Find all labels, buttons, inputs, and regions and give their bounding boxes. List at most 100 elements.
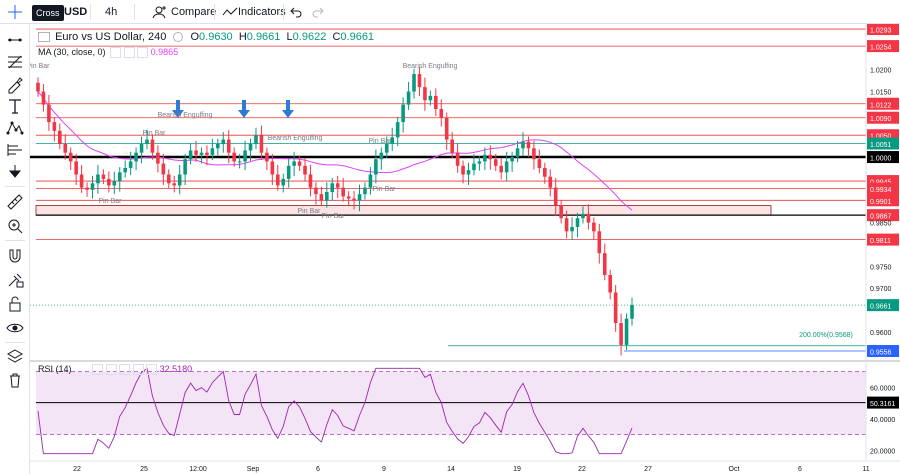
candle-body (363, 187, 367, 195)
candle-body (52, 122, 57, 131)
candle-body (608, 275, 613, 293)
eye-icon[interactable] (5, 318, 25, 338)
price-label: 0.9850 (870, 221, 892, 228)
rsi-axis-label: 20.0000 (870, 449, 895, 456)
trend-line-icon[interactable] (5, 30, 25, 50)
chart-annotation: Bearish Engulfing (268, 135, 323, 142)
price-label: 1.0000 (870, 156, 892, 163)
divider (5, 186, 25, 187)
time-label: 12:00 (189, 466, 207, 473)
candle-body (325, 192, 329, 201)
arrow-down-icon (282, 100, 294, 118)
candle-body (172, 183, 177, 186)
price-label-box (867, 209, 899, 222)
candle-body (248, 143, 253, 151)
rsi-value: 32.5180 (159, 364, 193, 374)
ma-visibility-icon[interactable] (110, 47, 122, 59)
symbol-label[interactable]: USD (64, 6, 88, 18)
price-label-box (867, 23, 899, 36)
candle-body (199, 152, 204, 155)
legend-title: Euro vs US Dollar, 240 (55, 31, 167, 43)
drawing-toolbar (0, 24, 30, 474)
legend-close-label: C (332, 31, 341, 43)
price-label: 1.0150 (870, 90, 892, 97)
candle-body (586, 213, 591, 223)
redo-icon[interactable] (311, 5, 325, 19)
candle-body (532, 148, 536, 160)
ma-label: MA (30, close, 0) (38, 47, 106, 57)
candle-body (439, 109, 444, 118)
chart-annotation: Bearish Engulfing (158, 112, 213, 119)
candle-body (564, 218, 569, 232)
price-label: 1.0051 (870, 142, 892, 149)
layers-icon[interactable] (5, 346, 25, 366)
candle-body (477, 161, 482, 164)
candle-body (150, 139, 155, 153)
lock-drawings-icon[interactable] (5, 270, 25, 290)
zoom-in-icon[interactable] (5, 216, 25, 236)
chart-background (30, 24, 866, 474)
ma-close-icon[interactable] (137, 47, 149, 59)
time-label: 11 (862, 466, 869, 473)
indicators-button[interactable]: Indicators (238, 6, 286, 18)
price-label: 1.0293 (870, 28, 892, 35)
rsi-label: RSI (14) (38, 364, 72, 374)
price-label-box (867, 345, 899, 358)
candle-body (74, 161, 78, 175)
brush-icon[interactable] (5, 74, 25, 94)
candle-body (117, 172, 122, 182)
compare-icon[interactable] (151, 5, 167, 19)
collapse-icon[interactable] (38, 32, 50, 43)
price-label: 1.0090 (870, 116, 892, 123)
chart-annotation: Pin Bar (99, 198, 123, 205)
candle-body (548, 176, 553, 188)
rsi-close-icon[interactable] (146, 364, 158, 376)
time-label: 6 (316, 466, 320, 473)
trash-icon[interactable] (5, 370, 25, 390)
rsi-visibility-icon[interactable] (92, 364, 104, 376)
chart-annotation: Pin Bar (369, 138, 393, 145)
candle-body (592, 222, 596, 232)
price-label: 1.0050 (870, 134, 892, 141)
time-label: 22 (578, 466, 586, 473)
candle-body (346, 196, 351, 199)
undo-icon[interactable] (289, 5, 303, 19)
lock-icon[interactable] (5, 294, 25, 314)
arrow-down-marker (282, 100, 294, 118)
candle-body (434, 95, 438, 109)
ma-settings-icon[interactable] (123, 47, 135, 59)
status-dot-icon (173, 32, 184, 43)
candle-body (488, 154, 493, 160)
candle-body (461, 165, 465, 175)
candle-body (36, 82, 40, 92)
price-label: 0.9901 (870, 199, 892, 206)
rsi-more-icon[interactable] (132, 364, 144, 376)
fib-icon[interactable] (5, 52, 25, 72)
indicators-icon[interactable] (222, 5, 238, 19)
crosshair-icon[interactable] (7, 4, 23, 20)
ruler-icon[interactable] (5, 192, 25, 212)
arrow-down-icon[interactable] (5, 162, 25, 182)
rsi-settings-icon[interactable] (105, 364, 117, 376)
chart-annotation: Bearish Engulfing (403, 63, 458, 70)
candle-body (395, 122, 400, 138)
rsi-source-icon[interactable] (119, 364, 131, 376)
prediction-icon[interactable] (5, 140, 25, 160)
time-label: Oct (729, 466, 740, 473)
candle-body (41, 91, 46, 105)
candle-body (57, 130, 62, 144)
interval-button[interactable]: 4h (105, 6, 118, 18)
price-label: 0.9945 (870, 180, 892, 187)
candle-body (401, 104, 405, 123)
pattern-icon[interactable] (5, 118, 25, 138)
legend-open: 0.9630 (199, 31, 233, 43)
price-label-box (867, 175, 899, 188)
candle-body (504, 161, 509, 173)
compare-button[interactable]: Compare (171, 6, 217, 18)
text-tool-icon[interactable] (5, 96, 25, 116)
price-label: 0.9750 (870, 264, 892, 271)
divider (214, 4, 215, 20)
candle-body (630, 305, 634, 319)
magnet-icon[interactable] (5, 246, 25, 266)
